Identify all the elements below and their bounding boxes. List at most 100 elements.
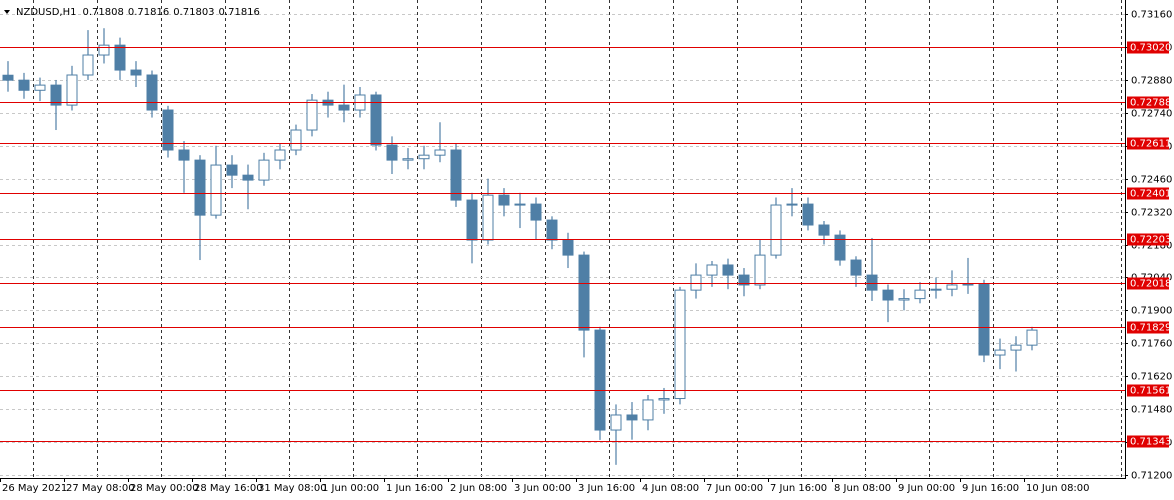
candle-body xyxy=(882,289,894,301)
candle-body xyxy=(290,129,302,151)
candle-body xyxy=(66,74,78,106)
candle-body xyxy=(450,149,462,201)
candle-body xyxy=(850,259,862,276)
quote-value: 0.71803 xyxy=(173,7,214,18)
candle-body xyxy=(514,203,526,206)
quote-value: 0.71816 xyxy=(219,7,260,18)
candle-body xyxy=(226,164,238,176)
overlay: 0.731600.730200.728800.727400.726000.724… xyxy=(0,10,1172,494)
x-tick-label: 3 Jun 16:00 xyxy=(578,483,635,494)
candle-body xyxy=(898,298,910,301)
candle-body xyxy=(946,284,958,290)
x-tick-label: 1 Jun 00:00 xyxy=(322,483,379,494)
candle-body xyxy=(866,274,878,291)
level-label-bg xyxy=(1127,137,1169,150)
candle-body xyxy=(370,94,382,146)
candle-body xyxy=(978,283,990,356)
y-tick-label: 0.73160 xyxy=(1131,10,1172,21)
quote-value: 0.71808 xyxy=(82,7,123,18)
y-tick-label: 0.72740 xyxy=(1131,109,1172,120)
level-label-bg xyxy=(1127,321,1169,334)
level-label: 0.72203 xyxy=(1130,235,1171,246)
candle-body xyxy=(722,264,734,276)
candle-body xyxy=(706,264,718,276)
level-label-bg xyxy=(1127,41,1169,54)
marks xyxy=(2,28,1038,465)
candle-body xyxy=(930,288,942,291)
candle-body xyxy=(530,203,542,221)
candle-body xyxy=(642,399,654,421)
level-label: 0.71343 xyxy=(1130,437,1171,448)
y-tick-label: 0.71760 xyxy=(1131,339,1172,350)
candle-body xyxy=(2,74,14,81)
level-label-bg xyxy=(1127,384,1169,397)
symbol: NZDUSD,H1 xyxy=(16,7,76,18)
candle-body xyxy=(962,283,974,286)
candle-body xyxy=(818,224,830,236)
y-tick-label: 0.72880 xyxy=(1131,76,1172,87)
candle-body xyxy=(1026,329,1038,346)
candle-body xyxy=(178,149,190,161)
x-tick-label: 26 May 2021 xyxy=(2,483,67,494)
y-tick-label: 0.72320 xyxy=(1131,208,1172,219)
candle-body xyxy=(162,109,174,151)
candle-body xyxy=(786,203,798,206)
candle-body xyxy=(802,203,814,226)
candle-body xyxy=(82,54,94,76)
candle-body xyxy=(386,144,398,161)
candle-body xyxy=(258,159,270,181)
candle-body xyxy=(146,74,158,111)
x-tick-label: 10 Jun 08:00 xyxy=(1026,483,1090,494)
y-tick-label: 0.71620 xyxy=(1131,372,1172,383)
candle-body xyxy=(114,44,126,71)
level-label-bg xyxy=(1127,233,1169,246)
candle-body xyxy=(466,199,478,241)
x-tick-label: 31 May 08:00 xyxy=(258,483,327,494)
level-label: 0.73020 xyxy=(1130,43,1171,54)
candle-body xyxy=(738,274,750,286)
x-tick-label: 7 Jun 16:00 xyxy=(770,483,827,494)
level-label: 0.72018 xyxy=(1130,279,1171,290)
candle-body xyxy=(578,254,590,331)
x-tick-label: 3 Jun 00:00 xyxy=(514,483,571,494)
x-tick-label: 28 May 16:00 xyxy=(194,483,263,494)
level-label: 0.71829 xyxy=(1130,323,1171,334)
y-tick-label: 0.71900 xyxy=(1131,306,1172,317)
x-tick-label: 4 Jun 08:00 xyxy=(642,483,699,494)
candle-body xyxy=(690,274,702,291)
candle-body xyxy=(834,234,846,261)
y-tick-label: 0.72460 xyxy=(1131,175,1172,186)
candle-body xyxy=(434,149,446,156)
quote-value: 0.71816 xyxy=(128,7,169,18)
x-tick-label: 28 May 00:00 xyxy=(130,483,199,494)
x-tick-label: 1 Jun 16:00 xyxy=(386,483,443,494)
candle-body xyxy=(610,414,622,431)
candle-body xyxy=(626,414,638,421)
candle-body xyxy=(34,84,46,91)
x-tick-label: 27 May 08:00 xyxy=(66,483,135,494)
y-tick-label: 0.72180 xyxy=(1131,241,1172,252)
candle-body xyxy=(546,219,558,241)
candle-body xyxy=(482,194,494,241)
level-label-bg xyxy=(1127,96,1169,109)
level-label: 0.72611 xyxy=(1130,139,1171,150)
candle-body xyxy=(18,79,30,91)
x-tick-label: 9 Jun 16:00 xyxy=(962,483,1019,494)
candle-body xyxy=(770,204,782,256)
candle-body xyxy=(274,149,286,161)
y-tick-label: 0.71480 xyxy=(1131,405,1172,416)
candle-body xyxy=(98,44,110,56)
x-tick-label: 2 Jun 08:00 xyxy=(450,483,507,494)
x-tick-label: 7 Jun 00:00 xyxy=(706,483,763,494)
candle-body xyxy=(50,84,62,106)
level-label-bg xyxy=(1127,435,1169,448)
level-label-bg xyxy=(1127,187,1169,200)
candle-body xyxy=(418,154,430,160)
x-tick-label: 9 Jun 00:00 xyxy=(898,483,955,494)
level-label: 0.71561 xyxy=(1130,386,1171,397)
candle-body xyxy=(914,289,926,300)
menu-arrow[interactable] xyxy=(4,10,10,14)
